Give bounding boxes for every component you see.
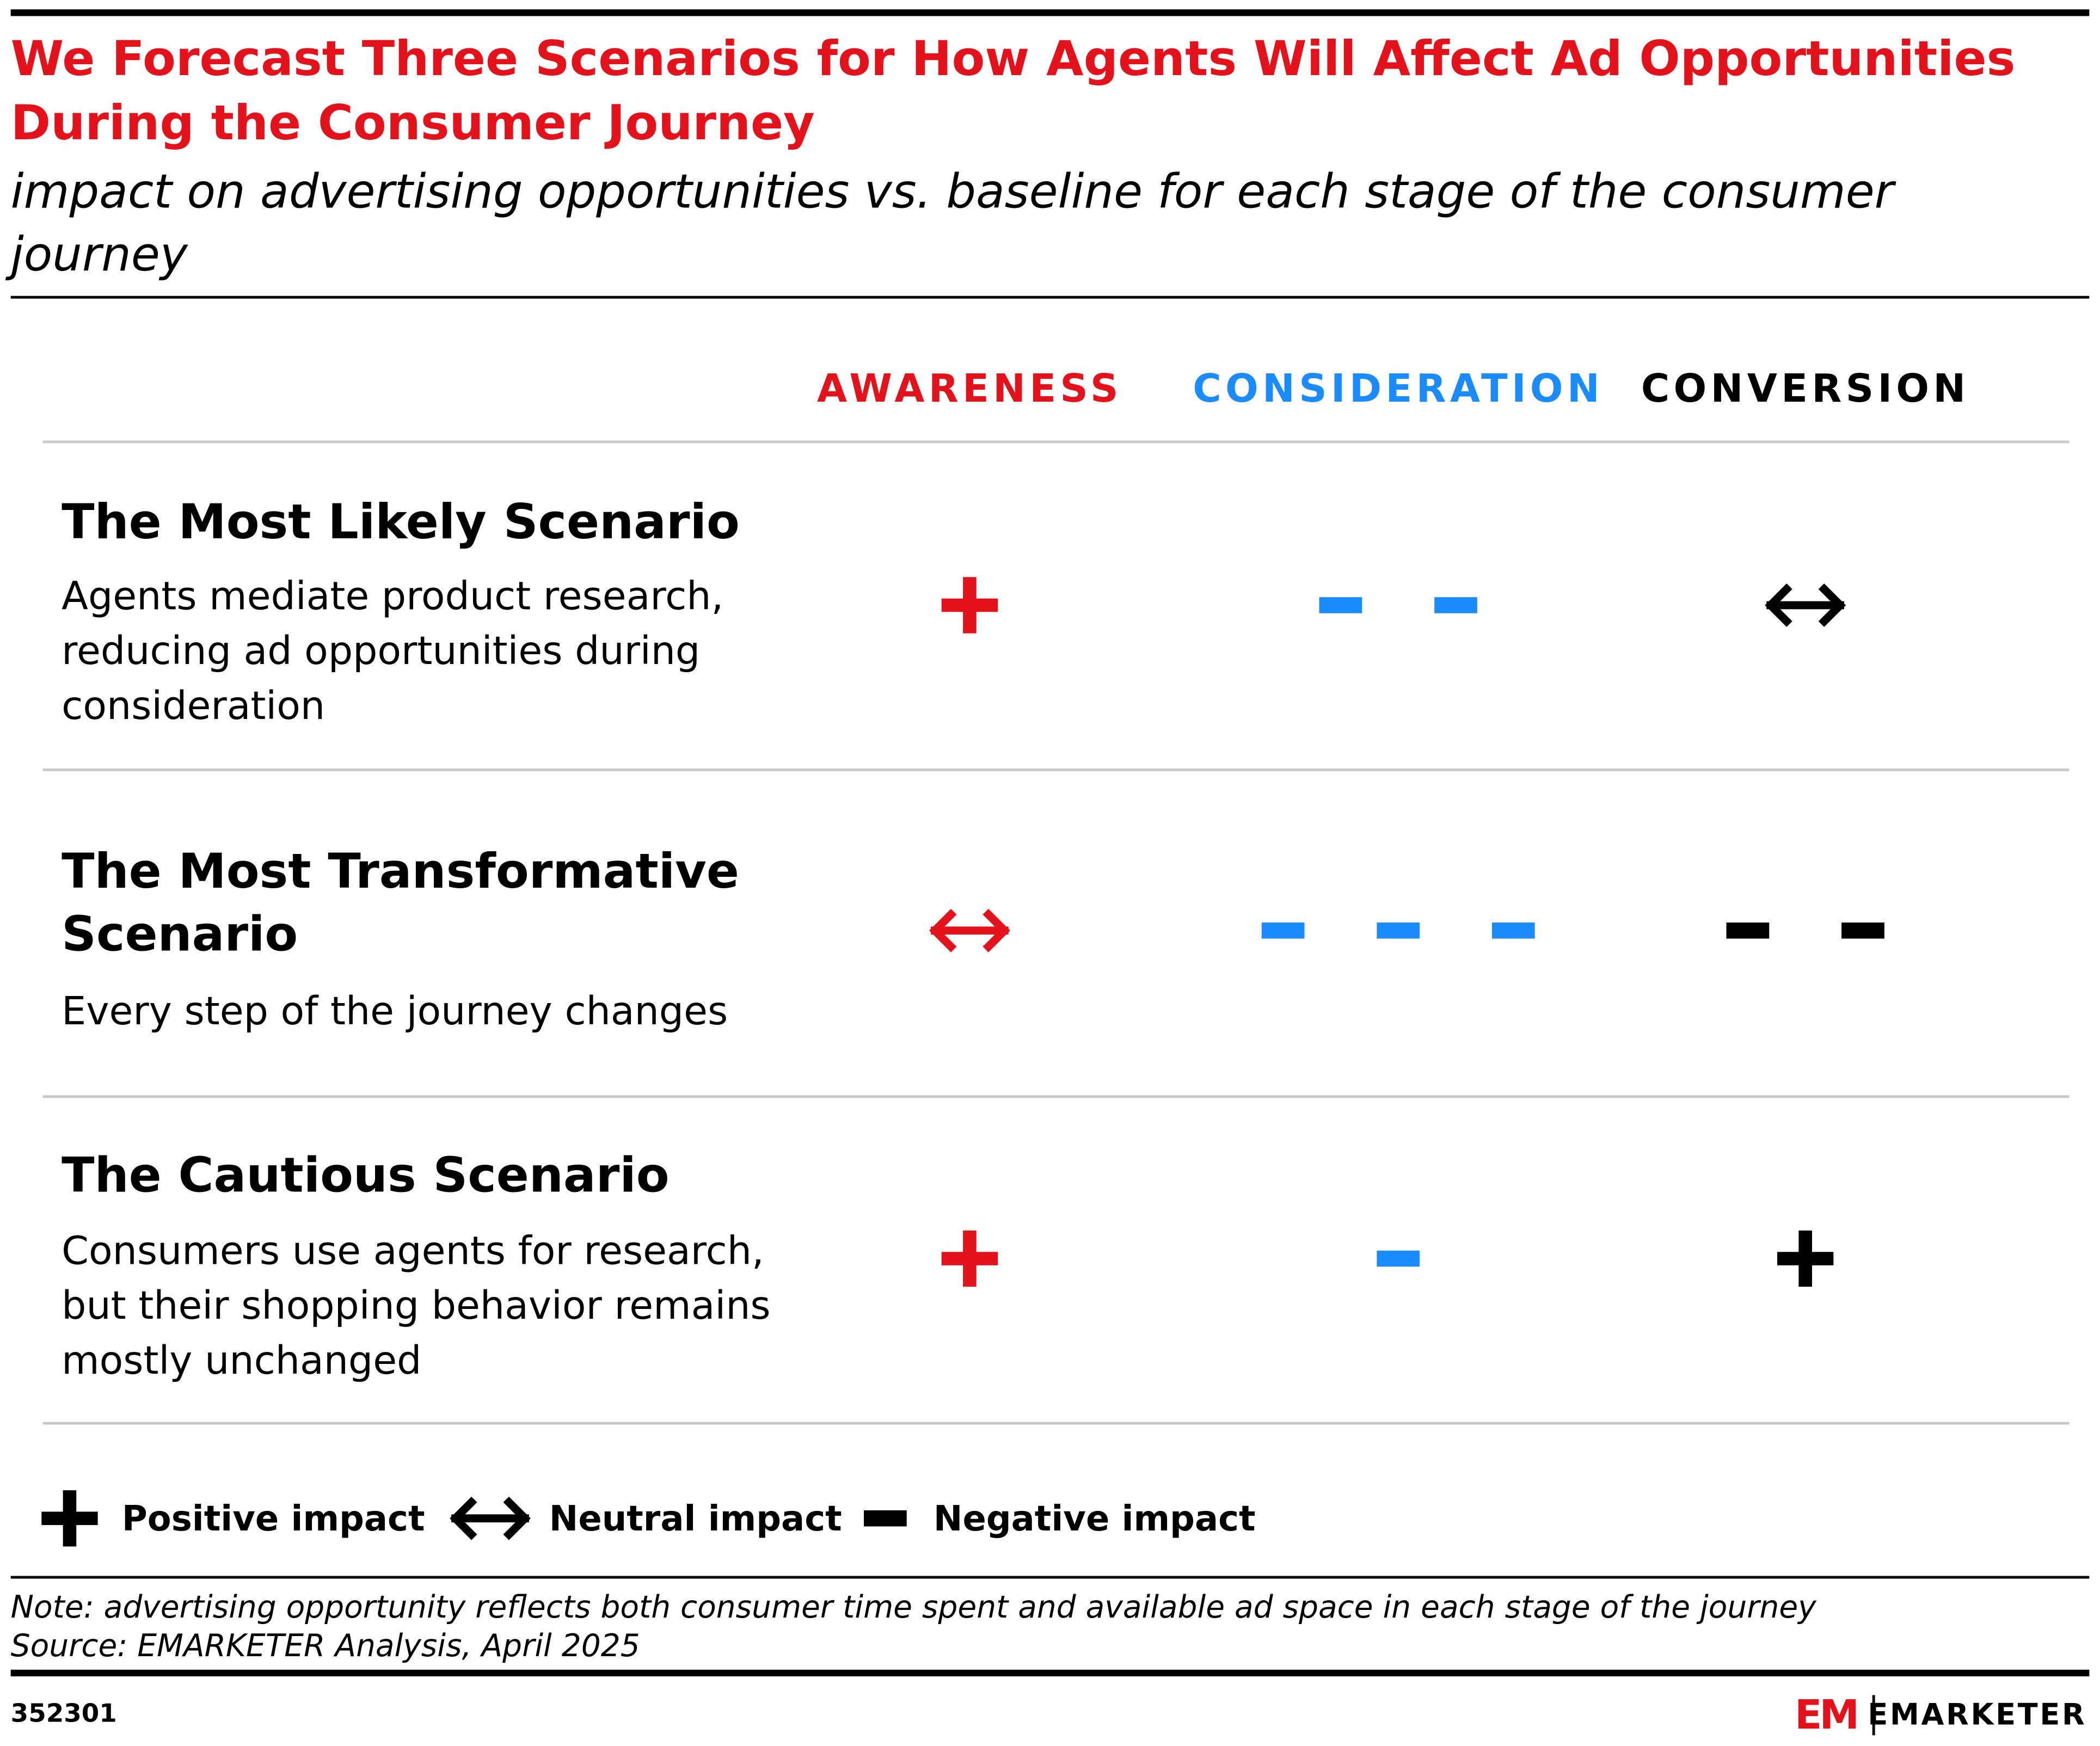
logo-mark: EM: [1795, 1692, 1857, 1738]
row-description: but their shopping behavior remains: [62, 1283, 770, 1328]
header-rule: [10, 296, 2090, 299]
impact-symbols: [941, 1230, 998, 1287]
legend-symbol: [863, 1510, 907, 1527]
legend-label: Negative impact: [934, 1499, 1256, 1539]
source: Source: EMARKETER Analysis, April 2025: [11, 1628, 640, 1664]
minus: [1491, 923, 1535, 939]
top-rule: [10, 9, 2090, 16]
legend-symbol: [41, 1490, 98, 1547]
legend-label: Neutral impact: [549, 1499, 842, 1539]
impact-symbols: [1765, 583, 1846, 627]
plus-v: [963, 1230, 977, 1287]
row-title: The Cautious Scenario: [62, 1147, 669, 1203]
legend-symbol: [450, 1496, 531, 1540]
row-description: mostly unchanged: [62, 1338, 421, 1383]
plus-v: [963, 577, 977, 634]
minus: [1726, 923, 1770, 939]
impact-symbols: [941, 577, 998, 634]
arrow: [1765, 583, 1846, 627]
column-header: AWARENESS: [817, 366, 1122, 411]
row-divider: [42, 769, 2070, 772]
subtitle: impact on advertising opportunities vs. …: [11, 164, 1896, 219]
row-divider: [42, 440, 2070, 444]
row-description: Every step of the journey changes: [62, 988, 728, 1034]
impact-symbols: [1726, 923, 1884, 939]
legend-rule: [10, 1576, 2090, 1579]
minus: [1261, 923, 1305, 939]
row-description: Consumers use agents for research,: [62, 1228, 764, 1273]
impact-symbols: [1777, 1230, 1834, 1287]
row-description: consideration: [62, 683, 325, 728]
row-description: reducing ad opportunities during: [62, 628, 700, 673]
footer-rule: [10, 1669, 2090, 1677]
row-divider: [42, 1422, 2070, 1425]
title: We Forecast Three Scenarios for How Agen…: [11, 30, 2016, 87]
row-description: Agents mediate product research,: [62, 573, 723, 618]
column-header: CONSIDERATION: [1193, 366, 1604, 411]
title: During the Consumer Journey: [11, 95, 815, 151]
plus-v: [1798, 1230, 1813, 1287]
minus: [1377, 1250, 1420, 1267]
minus: [863, 1510, 907, 1527]
row-title: The Most Transformative: [62, 843, 739, 899]
minus: [1841, 923, 1884, 939]
minus: [1377, 923, 1420, 939]
row-title: Scenario: [62, 906, 298, 962]
impact-symbols: [929, 908, 1010, 952]
column-header: CONVERSION: [1641, 366, 1970, 411]
row-divider: [42, 1095, 2070, 1098]
logo-divider: [1872, 1695, 1875, 1736]
subtitle: journey: [5, 228, 188, 282]
impact-symbols: [1377, 1250, 1420, 1267]
minus: [1319, 597, 1362, 613]
impact-symbols: [1319, 597, 1477, 613]
plus-v: [63, 1490, 77, 1547]
brand: EMARKETER: [1868, 1698, 2086, 1732]
impact-symbols: [1261, 923, 1535, 939]
note: Note: advertising opportunity reflects b…: [11, 1589, 1817, 1625]
arrow: [929, 908, 1010, 952]
minus: [1434, 597, 1477, 613]
arrow: [450, 1496, 531, 1540]
row-title: The Most Likely Scenario: [62, 494, 740, 550]
chart-id: 352301: [11, 1699, 117, 1729]
legend-label: Positive impact: [122, 1499, 425, 1539]
